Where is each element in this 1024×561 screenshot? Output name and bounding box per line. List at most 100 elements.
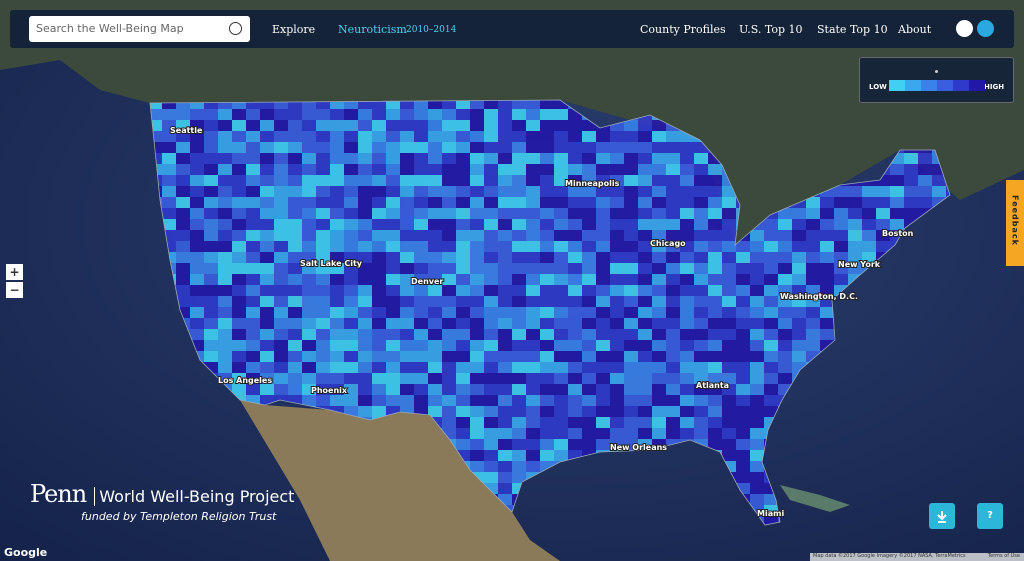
county-cell <box>806 263 820 274</box>
county-cell <box>652 285 666 296</box>
county-cell <box>526 384 540 395</box>
feedback-tab[interactable]: Feedback <box>1006 180 1024 266</box>
county-cell <box>764 483 778 494</box>
county-cell <box>498 263 512 274</box>
county-cell <box>568 197 582 208</box>
county-cell <box>456 384 470 395</box>
county-cell <box>456 219 470 230</box>
nav-link[interactable]: About <box>898 23 932 36</box>
county-cell <box>316 142 330 153</box>
city-label: Los Angeles <box>218 376 272 385</box>
county-cell <box>372 296 386 307</box>
county-cell <box>694 384 708 395</box>
county-cell <box>232 109 246 120</box>
county-cell <box>414 219 428 230</box>
county-cell <box>806 307 820 318</box>
county-cell <box>484 120 498 131</box>
county-cell <box>750 439 764 450</box>
county-cell <box>862 252 876 263</box>
county-cell <box>722 230 736 241</box>
county-cell <box>750 296 764 307</box>
zoom-out[interactable]: − <box>6 282 23 298</box>
county-cell <box>428 153 442 164</box>
terms-link[interactable]: Terms of Use <box>987 553 1020 559</box>
county-cell <box>652 373 666 384</box>
county-cell <box>498 100 512 109</box>
county-cell <box>414 186 428 197</box>
info-icon[interactable] <box>229 22 242 35</box>
county-cell <box>442 263 456 274</box>
county-cell <box>638 186 652 197</box>
county-cell <box>288 340 302 351</box>
branding: Penn World Well-Being Project funded by … <box>30 480 295 523</box>
zoom-in[interactable]: + <box>6 264 23 280</box>
county-cell <box>722 307 736 318</box>
county-cell <box>722 362 736 373</box>
search-box[interactable]: Search the Well-Being Map <box>29 16 250 42</box>
county-cell <box>512 197 526 208</box>
county-cell <box>302 219 316 230</box>
county-cell <box>386 219 400 230</box>
county-cell <box>806 252 820 263</box>
download-button[interactable] <box>929 503 955 529</box>
county-cell <box>694 175 708 186</box>
nav-link[interactable]: U.S. Top 10 <box>739 23 803 36</box>
county-cell <box>680 153 694 164</box>
county-cell <box>554 197 568 208</box>
county-cell <box>778 241 792 252</box>
nav-link[interactable]: State Top 10 <box>817 23 888 36</box>
county-cell <box>526 252 540 263</box>
county-cell <box>820 274 834 285</box>
county-cell <box>414 329 428 340</box>
county-cell <box>778 252 792 263</box>
county-cell <box>498 494 512 505</box>
county-cell <box>288 230 302 241</box>
county-cell <box>540 406 554 417</box>
county-cell <box>150 100 162 109</box>
county-cell <box>694 153 708 164</box>
county-cell <box>190 100 204 109</box>
county-cell <box>806 241 820 252</box>
nav-link[interactable]: County Profiles <box>640 23 726 36</box>
county-cell <box>596 296 610 307</box>
county-cell <box>414 241 428 252</box>
county-cell <box>372 109 386 120</box>
county-cell <box>568 241 582 252</box>
county-cell <box>582 296 596 307</box>
county-cell <box>708 329 722 340</box>
county-cell <box>834 263 848 274</box>
county-cell <box>232 296 246 307</box>
county-cell <box>190 340 204 351</box>
county-cell <box>400 175 414 186</box>
county-cell <box>764 505 778 516</box>
twitter-icon[interactable] <box>977 20 994 37</box>
explore-menu[interactable]: Explore <box>272 23 316 36</box>
county-cell <box>666 384 680 395</box>
help-button[interactable]: ? <box>977 503 1003 529</box>
county-cell <box>344 197 358 208</box>
county-cell <box>344 100 358 109</box>
county-cell <box>442 186 456 197</box>
county-cell <box>372 153 386 164</box>
county-cell <box>204 100 218 109</box>
county-cell <box>274 241 288 252</box>
county-cell <box>484 296 498 307</box>
county-cell <box>722 329 736 340</box>
county-cell <box>260 241 274 252</box>
county-cell <box>358 285 372 296</box>
county-cell <box>218 274 232 285</box>
facebook-icon[interactable] <box>956 20 973 37</box>
county-cell <box>680 219 694 230</box>
county-cell <box>246 362 260 373</box>
county-cell <box>946 186 950 197</box>
county-cell <box>680 428 694 439</box>
county-cell <box>876 186 890 197</box>
county-cell <box>624 296 638 307</box>
county-cell <box>274 175 288 186</box>
city-label: Boston <box>882 229 914 238</box>
county-cell <box>344 307 358 318</box>
county-cell <box>666 428 680 439</box>
county-cell <box>750 252 764 263</box>
county-cell <box>316 340 330 351</box>
county-cell <box>498 296 512 307</box>
